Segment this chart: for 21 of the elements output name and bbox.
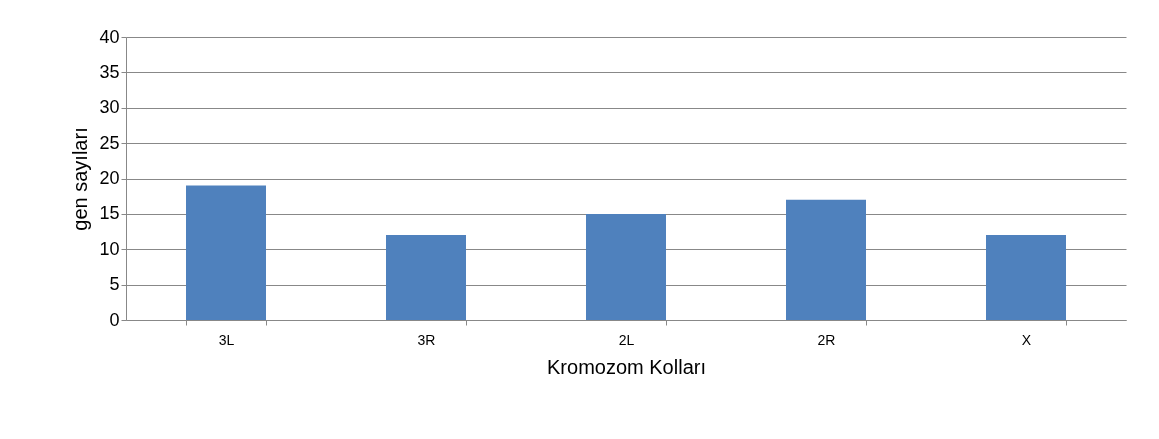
y-tick-label: 20	[99, 168, 120, 188]
bar	[386, 235, 466, 320]
bar	[586, 213, 666, 320]
x-tick-label: 3R	[417, 331, 436, 348]
y-tick-label: 0	[109, 309, 120, 330]
y-tick-label: 40	[99, 26, 120, 47]
bar	[786, 199, 866, 320]
y-tick-label: 30	[99, 97, 120, 118]
y-tick-label: 15	[99, 203, 120, 224]
bar	[986, 235, 1066, 320]
bar	[186, 185, 266, 320]
y-tick-label: 10	[99, 238, 120, 259]
y-axis-title: gen sayıları	[69, 127, 92, 231]
x-tick-label: 3L	[218, 331, 235, 348]
x-tick-label: 2L	[618, 331, 635, 348]
x-tick-label: 2R	[817, 331, 836, 348]
x-tick-label: X	[1021, 331, 1032, 348]
y-tick-label: 35	[99, 61, 120, 82]
y-tick-label: 5	[109, 274, 120, 295]
x-axis-title: Kromozom Kolları	[547, 355, 706, 378]
y-tick-label: 25	[99, 132, 120, 153]
